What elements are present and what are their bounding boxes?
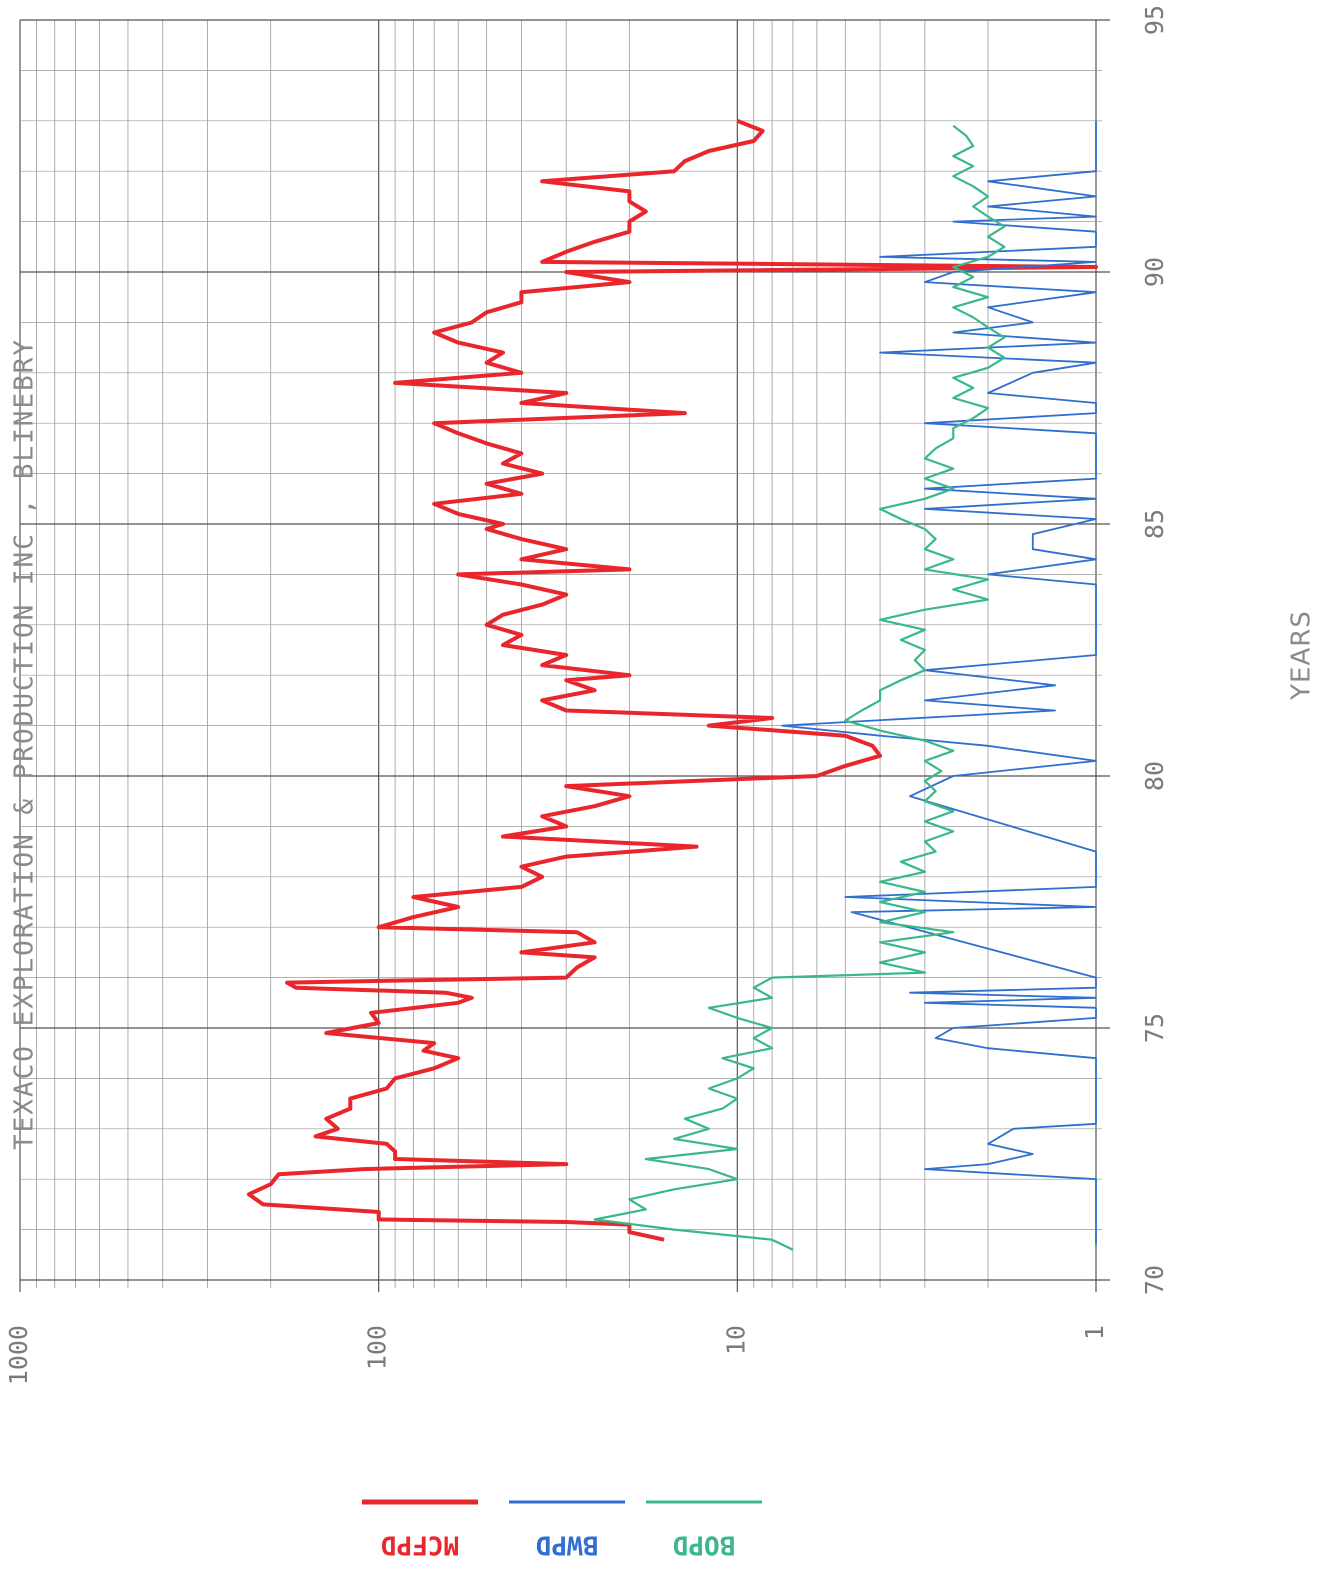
legend-label-bwpd: BWPD [536,1530,599,1560]
series-line-mcfpd [246,118,1098,1242]
series-line-bwpd [781,120,1097,1245]
y-tick-label: 100 [363,1325,392,1370]
series-line-bopd [593,124,1006,1251]
legend-label-mcfpd: MCFPD [381,1530,459,1560]
x-tick-label: 80 [1140,761,1169,791]
legend-label-bopd: BOPD [673,1530,736,1560]
y-tick-label: 1000 [4,1325,33,1385]
x-tick-label: 90 [1140,257,1169,287]
y-tick-label: 1 [1080,1325,1109,1340]
x-tick-label: 70 [1140,1265,1169,1295]
series-group [246,118,1098,1251]
tick-labels: 70 75 80 85 90 95 1 10 100 1000 [4,5,1169,1385]
x-axis-label: YEARS [1287,610,1317,701]
x-tick-label: 75 [1140,1013,1169,1043]
x-tick-label: 95 [1140,5,1169,35]
x-tick-label: 85 [1140,509,1169,539]
y-tick-label: 10 [721,1325,750,1355]
legend: MCFPD BWPD BOPD [362,1499,762,1560]
chart-title: TEXACO EXPLORATION & PRODUCTION INC , BL… [9,338,39,1150]
grid [19,19,1110,1292]
